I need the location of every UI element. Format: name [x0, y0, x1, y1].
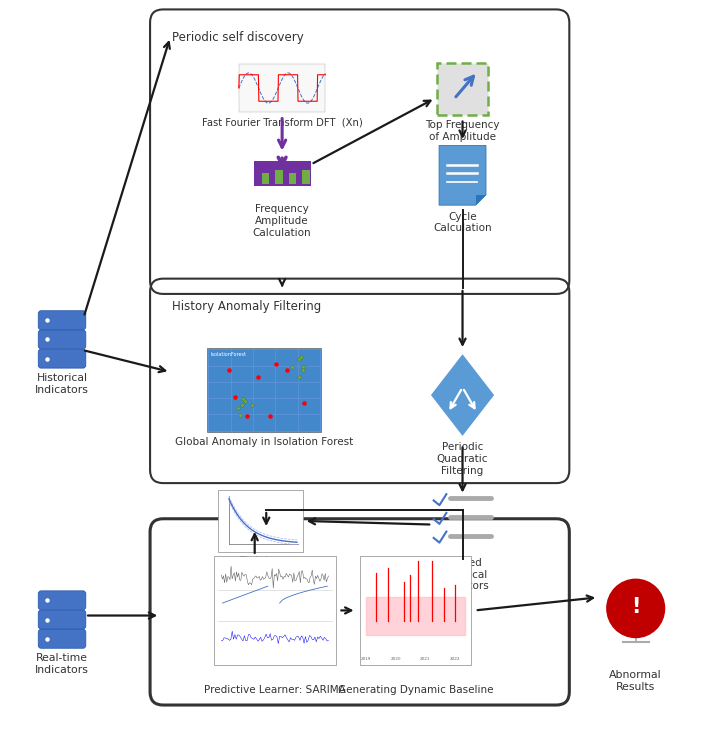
Text: Periodic self discovery: Periodic self discovery [172, 31, 304, 44]
Text: History Anomaly Filtering: History Anomaly Filtering [172, 300, 321, 313]
FancyBboxPatch shape [38, 311, 86, 330]
FancyBboxPatch shape [38, 610, 86, 629]
FancyBboxPatch shape [218, 490, 304, 553]
Point [286, 362, 298, 373]
Text: 2021: 2021 [420, 657, 431, 661]
Point [264, 410, 275, 422]
Point [223, 364, 235, 376]
Text: Generating Dynamic Baseline: Generating Dynamic Baseline [338, 685, 493, 695]
FancyBboxPatch shape [214, 556, 336, 665]
FancyBboxPatch shape [360, 556, 471, 665]
Point [295, 351, 307, 362]
Point [252, 371, 264, 383]
Polygon shape [476, 195, 486, 205]
Text: Global Anomaly in Isolation Forest: Global Anomaly in Isolation Forest [175, 437, 354, 447]
Point [239, 395, 250, 407]
Point [293, 353, 304, 364]
FancyBboxPatch shape [38, 349, 86, 368]
Text: Historical
Indicators: Historical Indicators [35, 373, 89, 395]
Point [299, 397, 310, 409]
Text: Training: Training [239, 555, 282, 566]
Point [236, 399, 248, 411]
Point [232, 402, 244, 414]
Text: Abnormal
Results: Abnormal Results [609, 670, 662, 692]
Text: IsolationForest: IsolationForest [210, 352, 247, 357]
Point [297, 364, 309, 376]
Point [281, 364, 293, 376]
Text: Cycle
Calculation: Cycle Calculation [433, 211, 492, 233]
Point [297, 361, 309, 373]
FancyBboxPatch shape [288, 173, 296, 184]
Text: Top Frequency
of Amplitude: Top Frequency of Amplitude [425, 120, 500, 141]
Polygon shape [430, 353, 495, 437]
Text: 2019: 2019 [361, 657, 371, 661]
Point [229, 391, 241, 402]
Text: Frequency
Amplitude
Calculation: Frequency Amplitude Calculation [253, 204, 312, 238]
FancyBboxPatch shape [239, 64, 325, 112]
Point [234, 409, 246, 421]
Point [241, 410, 252, 422]
FancyBboxPatch shape [262, 173, 269, 184]
Point [237, 393, 249, 405]
Text: Real-time
Indicators: Real-time Indicators [35, 653, 89, 675]
Text: 2022: 2022 [450, 657, 461, 661]
FancyBboxPatch shape [38, 590, 86, 609]
Text: Periodic
Quadratic
Filtering: Periodic Quadratic Filtering [437, 443, 488, 475]
Text: 2020: 2020 [390, 657, 401, 661]
Text: !: ! [631, 597, 641, 617]
Point [293, 371, 304, 383]
FancyBboxPatch shape [207, 348, 322, 432]
Text: Filtered
Historical
Indicators: Filtered Historical Indicators [437, 558, 489, 591]
FancyBboxPatch shape [254, 161, 311, 186]
FancyBboxPatch shape [437, 63, 488, 115]
Circle shape [607, 580, 664, 637]
FancyBboxPatch shape [38, 629, 86, 648]
Point [246, 399, 257, 410]
Polygon shape [439, 146, 486, 205]
FancyBboxPatch shape [38, 330, 86, 349]
Text: Predictive Learner: SARIMA: Predictive Learner: SARIMA [204, 685, 346, 695]
Point [270, 358, 281, 370]
FancyBboxPatch shape [275, 170, 283, 184]
Text: Fast Fourier Transform DFT  (Xn): Fast Fourier Transform DFT (Xn) [202, 117, 362, 127]
FancyBboxPatch shape [302, 170, 309, 184]
